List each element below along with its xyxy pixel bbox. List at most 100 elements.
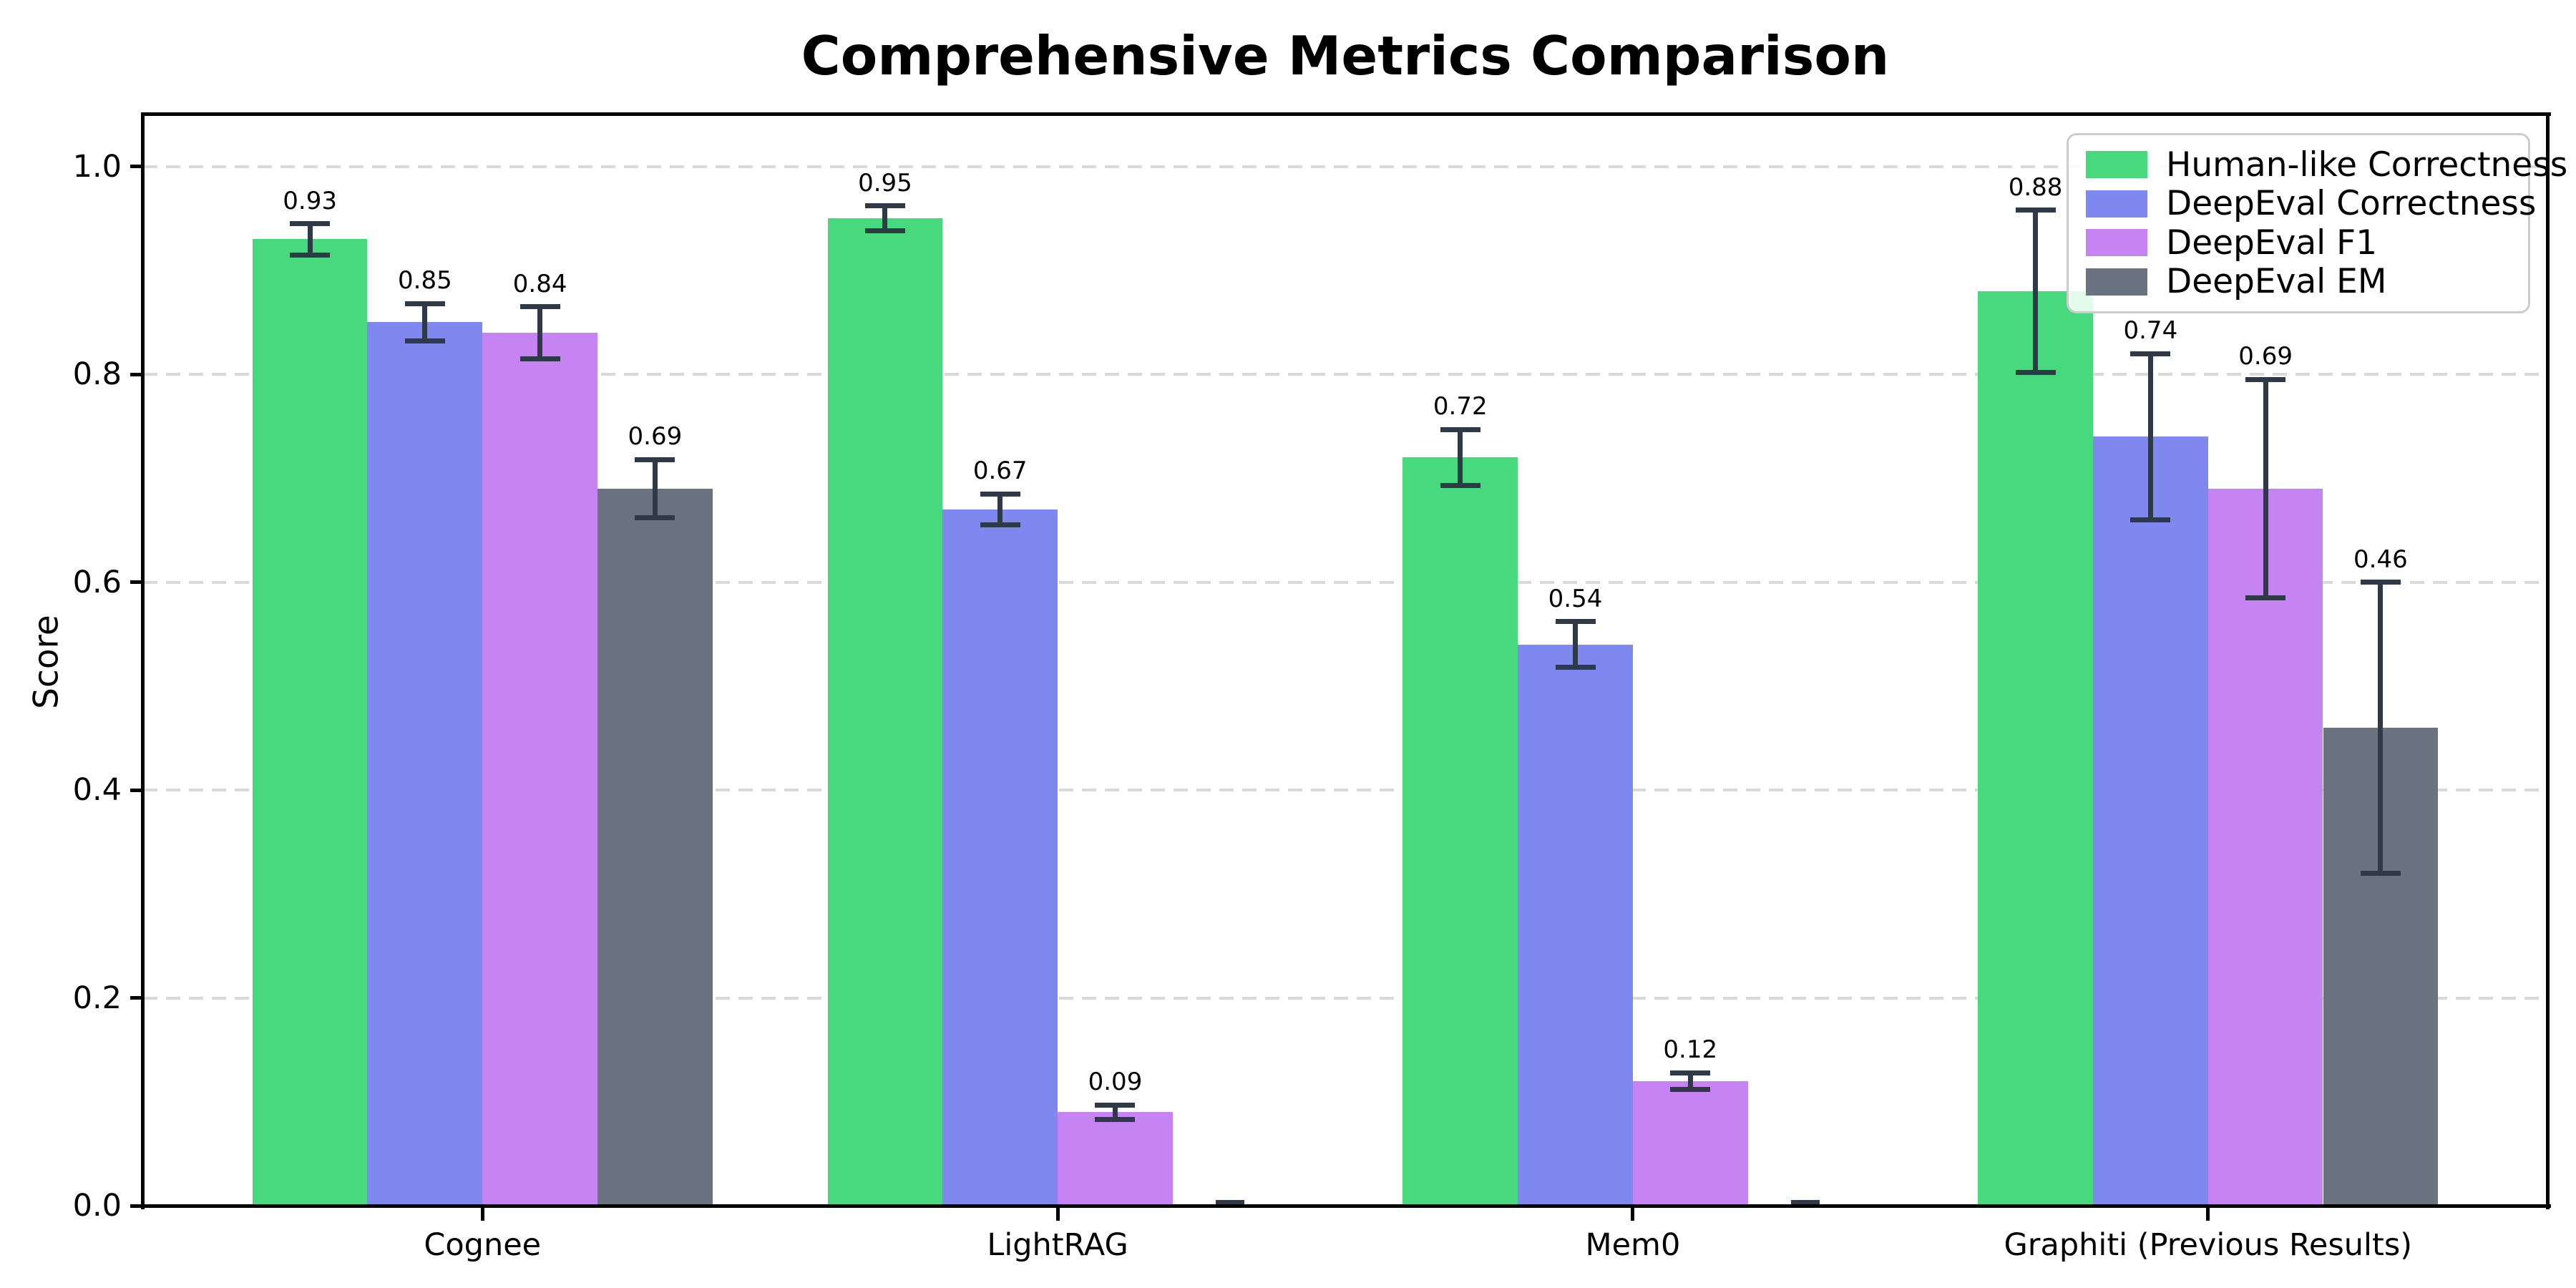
bar-graphiti-previous-results-deepeval-f1 — [2207, 488, 2323, 1206]
axis-spine-top — [141, 112, 2551, 116]
y-tick-mark-0.2 — [130, 996, 143, 1000]
bar-value-label-graphiti-previous-results-human-like-correctness: 0.88 — [2008, 172, 2063, 202]
y-tick-label-0.0: 0.0 — [72, 1188, 122, 1224]
error-cap-graphiti-previous-results-human-like-correctness — [2015, 369, 2056, 375]
bar-value-label-graphiti-previous-results-deepeval-em: 0.46 — [2353, 545, 2408, 574]
error-bar-cognee-deepeval-em — [652, 459, 658, 518]
bar-value-label-mem0-deepeval-f1: 0.12 — [1663, 1035, 1718, 1065]
bar-value-label-mem0-deepeval-correctness: 0.54 — [1548, 584, 1603, 613]
legend-swatch-deepeval-em — [2086, 268, 2147, 296]
legend-label-deepeval-f1: DeepEval F1 — [2166, 223, 2378, 263]
gridline-0.6 — [143, 580, 2547, 584]
y-tick-label-0.8: 0.8 — [72, 356, 122, 393]
error-cap-mem0-deepeval-f1 — [1670, 1070, 1711, 1075]
y-tick-label-1.0: 1.0 — [72, 148, 122, 185]
gridline-1.0 — [143, 165, 2547, 168]
x-tick-mark-cognee — [480, 1208, 484, 1221]
legend-item-deepeval-em: DeepEval EM — [2086, 262, 2511, 302]
error-cap-graphiti-previous-results-deepeval-correctness — [2130, 351, 2171, 356]
error-bar-cognee-deepeval-f1 — [537, 306, 543, 359]
gridline-0.4 — [143, 789, 2547, 792]
error-cap-graphiti-previous-results-deepeval-correctness — [2130, 517, 2171, 522]
axis-spine-right — [2546, 112, 2550, 1209]
error-cap-graphiti-previous-results-deepeval-f1 — [2245, 595, 2286, 600]
bar-value-label-cognee-human-like-correctness: 0.93 — [283, 186, 337, 215]
bar-lightrag-deepeval-correctness — [942, 509, 1058, 1206]
error-bar-mem0-human-like-correctness — [1458, 429, 1463, 486]
error-cap-mem0-deepeval-correctness — [1555, 665, 1596, 670]
error-cap-cognee-deepeval-em — [635, 515, 675, 521]
y-tick-mark-0.6 — [130, 580, 143, 585]
error-cap-graphiti-previous-results-deepeval-em — [2360, 870, 2401, 876]
y-axis-label: Score — [26, 615, 67, 709]
plot-area: 0.93 0.85 0.84 0.69 0.95 0.67 0.09 0.72 0.54 0.12… — [143, 114, 2547, 1206]
error-bar-lightrag-deepeval-correctness — [997, 494, 1003, 525]
y-tick-mark-0.8 — [130, 372, 143, 376]
y-tick-mark-0.4 — [130, 788, 143, 792]
error-bar-graphiti-previous-results-deepeval-em — [2378, 582, 2384, 874]
error-cap-lightrag-deepeval-f1 — [1095, 1102, 1136, 1108]
bar-cognee-deepeval-correctness — [367, 322, 483, 1206]
x-tick-label-mem0: Mem0 — [1585, 1227, 1681, 1263]
legend-swatch-human-like-correctness — [2086, 151, 2147, 179]
bar-value-label-graphiti-previous-results-deepeval-f1: 0.69 — [2238, 342, 2293, 371]
legend-swatch-deepeval-correctness — [2086, 190, 2147, 218]
y-tick-label-0.2: 0.2 — [72, 980, 122, 1016]
error-bar-lightrag-human-like-correctness — [882, 205, 888, 231]
error-cap-cognee-deepeval-em — [635, 457, 675, 462]
bar-value-label-cognee-deepeval-em: 0.69 — [628, 422, 683, 452]
error-cap-cognee-human-like-correctness — [290, 221, 331, 226]
error-cap-mem0-human-like-correctness — [1440, 426, 1480, 432]
error-cap-mem0-human-like-correctness — [1440, 483, 1480, 488]
y-tick-mark-0.0 — [130, 1204, 143, 1208]
error-cap-cognee-deepeval-correctness — [404, 338, 445, 344]
error-cap-mem0-deepeval-em — [1791, 1200, 1820, 1206]
error-bar-cognee-human-like-correctness — [307, 223, 313, 255]
error-bar-lightrag-deepeval-f1 — [1112, 1105, 1118, 1120]
axis-spine-bottom — [141, 1204, 2551, 1208]
error-cap-cognee-deepeval-f1 — [519, 356, 560, 361]
error-cap-lightrag-human-like-correctness — [864, 203, 905, 209]
legend: Human-like Correctness DeepEval Correctne… — [2067, 133, 2567, 313]
error-cap-graphiti-previous-results-deepeval-f1 — [2245, 376, 2286, 382]
error-cap-lightrag-deepeval-em — [1216, 1200, 1245, 1206]
bar-value-label-mem0-human-like-correctness: 0.72 — [1433, 392, 1488, 421]
error-cap-cognee-deepeval-correctness — [404, 301, 445, 306]
legend-item-deepeval-correctness: DeepEval Correctness — [2086, 184, 2536, 223]
bar-cognee-deepeval-f1 — [482, 333, 597, 1206]
y-tick-mark-1.0 — [130, 165, 143, 169]
bar-lightrag-human-like-correctness — [827, 218, 943, 1206]
bar-mem0-deepeval-correctness — [1518, 644, 1633, 1206]
legend-label-deepeval-em: DeepEval EM — [2166, 262, 2387, 302]
error-cap-graphiti-previous-results-deepeval-em — [2360, 580, 2401, 585]
error-cap-lightrag-deepeval-correctness — [980, 522, 1020, 528]
error-bar-graphiti-previous-results-deepeval-correctness — [2147, 353, 2153, 520]
bar-mem0-deepeval-f1 — [1632, 1080, 1748, 1206]
error-cap-cognee-deepeval-f1 — [519, 304, 560, 310]
error-bar-mem0-deepeval-correctness — [1573, 621, 1579, 668]
gridline-0.8 — [143, 373, 2547, 376]
bar-graphiti-previous-results-human-like-correctness — [1978, 291, 2093, 1206]
gridline-0.2 — [143, 996, 2547, 1000]
error-cap-cognee-human-like-correctness — [290, 252, 331, 258]
y-tick-label-0.6: 0.6 — [72, 564, 122, 600]
bar-value-label-graphiti-previous-results-deepeval-correctness: 0.74 — [2123, 316, 2178, 346]
x-tick-mark-mem0 — [1631, 1208, 1635, 1221]
bar-value-label-cognee-deepeval-f1: 0.84 — [512, 269, 567, 298]
error-cap-mem0-deepeval-f1 — [1670, 1086, 1711, 1092]
bar-value-label-lightrag-deepeval-f1: 0.09 — [1088, 1068, 1143, 1097]
error-bar-mem0-deepeval-f1 — [1687, 1073, 1693, 1090]
error-cap-lightrag-human-like-correctness — [864, 228, 905, 234]
legend-item-deepeval-f1: DeepEval F1 — [2086, 223, 2511, 263]
legend-label-human-like-correctness: Human-like Correctness — [2166, 145, 2568, 185]
bar-value-label-lightrag-human-like-correctness: 0.95 — [858, 168, 912, 197]
legend-swatch-deepeval-f1 — [2086, 229, 2147, 257]
x-tick-mark-graphiti-previous-results — [2206, 1208, 2210, 1221]
error-cap-lightrag-deepeval-correctness — [980, 491, 1020, 497]
bar-cognee-deepeval-em — [597, 488, 713, 1206]
x-tick-label-lightrag: LightRAG — [987, 1227, 1128, 1263]
x-tick-mark-lightrag — [1055, 1208, 1060, 1221]
bar-mem0-human-like-correctness — [1402, 457, 1518, 1206]
error-bar-graphiti-previous-results-deepeval-f1 — [2263, 379, 2268, 598]
